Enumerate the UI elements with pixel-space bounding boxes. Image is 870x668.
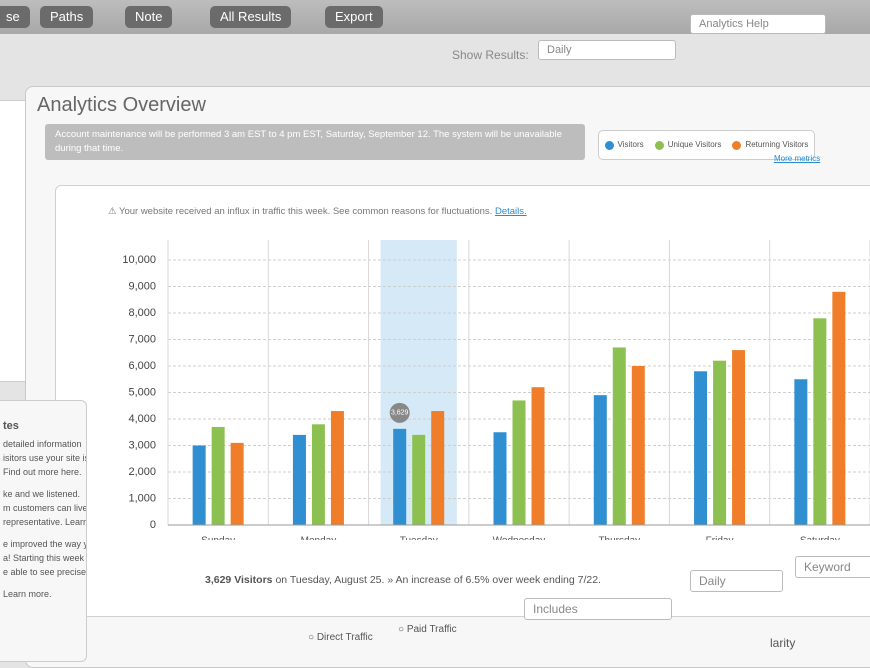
bar xyxy=(330,411,344,525)
legend-label: Visitors xyxy=(617,140,644,150)
dropdown[interactable]: Daily xyxy=(538,40,676,60)
sidebar-heading: tes xyxy=(3,420,19,432)
data-label-bubble xyxy=(389,402,410,423)
y-tick-label: 0 xyxy=(150,519,156,531)
search[interactable]: Analytics Help xyxy=(690,14,826,34)
sidebar-line: representative. Learn more. xyxy=(3,517,87,527)
bar xyxy=(211,426,225,525)
link[interactable]: Details. xyxy=(494,206,527,217)
bar xyxy=(230,442,244,525)
bar xyxy=(732,350,746,525)
bar xyxy=(431,411,445,525)
sidebar-line: ke and we listened. xyxy=(3,489,81,499)
bar xyxy=(393,428,407,525)
alert-text: Your website received an influx in traff… xyxy=(118,206,493,217)
legend-item[interactable]: Unique Visitors xyxy=(654,140,722,150)
data-label: 3,629 xyxy=(391,410,409,417)
bar xyxy=(794,379,808,525)
y-tick-label: 2,000 xyxy=(128,466,156,478)
legend: Visitors Unique Visitors Returning Visitor… xyxy=(598,130,815,160)
legend-swatch xyxy=(604,140,614,150)
link[interactable]: More metrics xyxy=(774,154,821,163)
y-tick-label: 4,000 xyxy=(128,413,156,425)
input[interactable]: Keyword xyxy=(795,556,870,578)
dropdown[interactable]: Includes xyxy=(524,598,672,620)
bar xyxy=(292,434,306,525)
y-tick-label: 8,000 xyxy=(128,307,156,319)
button[interactable]: Paths xyxy=(40,6,94,28)
legend-label: Returning Visitors xyxy=(745,140,809,150)
x-tick-label: Friday xyxy=(706,536,734,540)
footer: 3,629 Visitors on Tuesday, August 25. » … xyxy=(205,574,601,586)
legend-label: Unique Visitors xyxy=(667,140,722,150)
bar xyxy=(593,395,607,525)
bar xyxy=(612,347,626,525)
x-tick-label: Saturday xyxy=(800,536,840,540)
y-tick-label: 7,000 xyxy=(128,333,156,345)
radio[interactable]: ○ Direct Traffic xyxy=(308,632,373,643)
x-tick-label: Tuesday xyxy=(400,536,438,540)
sidebar: tes detailed information isitors use your… xyxy=(0,400,87,662)
highlight: 3,629 Visitors xyxy=(205,574,273,586)
page-title: Analytics Overview xyxy=(37,94,206,116)
chart: 0 1,000 2,000 3,000 4,000 5,000 6,000 7,000 8,00… xyxy=(122,240,870,540)
banner: Account maintenance will be performed 3 … xyxy=(45,124,585,160)
x-tick-label: Wednesday xyxy=(493,536,546,540)
legend-item[interactable]: Visitors xyxy=(604,140,644,150)
bar xyxy=(412,434,426,525)
y-tick-label: 10,000 xyxy=(122,254,156,266)
legend-item[interactable]: Returning Visitors xyxy=(732,140,809,150)
sidebar-line: e able to see precisely where your xyxy=(3,567,87,577)
bar xyxy=(713,360,727,525)
legend-swatch xyxy=(732,140,742,150)
bar xyxy=(493,432,507,525)
button[interactable]: All Results xyxy=(210,6,292,28)
sort-header[interactable]: larity xyxy=(770,636,796,650)
radio-label: Paid Traffic xyxy=(406,624,457,635)
sidebar-line: isitors use your site is xyxy=(3,453,87,463)
sidebar-line: m customers can live chat xyxy=(3,503,87,513)
bar xyxy=(531,387,545,525)
bar xyxy=(311,424,325,525)
x-tick-label: Monday xyxy=(301,536,337,540)
button[interactable]: se xyxy=(0,6,30,28)
x-tick-label: Sunday xyxy=(201,536,235,540)
radio[interactable]: ○ Paid Traffic xyxy=(398,624,457,635)
y-tick-label: 6,000 xyxy=(128,360,156,372)
button[interactable]: Export xyxy=(325,6,383,28)
bar xyxy=(512,400,526,525)
footer-text: on Tuesday, August 25. » An increase of … xyxy=(275,574,601,586)
y-tick-label: 3,000 xyxy=(128,439,156,451)
radio-label: Direct Traffic xyxy=(316,632,373,643)
bar xyxy=(694,371,708,525)
bar xyxy=(813,318,827,525)
y-tick-label: 5,000 xyxy=(128,386,156,398)
sidebar-line: a! Starting this week you'll now xyxy=(3,553,86,563)
label: Show Results: xyxy=(452,48,529,62)
dropdown[interactable]: Daily xyxy=(690,570,783,592)
sidebar-line: Find out more here. xyxy=(3,467,82,477)
y-tick-label: 1,000 xyxy=(128,492,156,504)
y-tick-label: 9,000 xyxy=(128,280,156,292)
bar xyxy=(832,291,846,525)
button[interactable]: Note xyxy=(125,6,173,28)
sidebar-line: e improved the way you view xyxy=(3,539,86,549)
sidebar-line: detailed information xyxy=(3,439,82,449)
alert: ⚠ Your website received an influx in tra… xyxy=(108,206,527,217)
bar xyxy=(192,445,206,525)
legend-swatch xyxy=(654,140,664,150)
sidebar-line: Learn more. xyxy=(3,589,52,599)
x-tick-label: Thursday xyxy=(598,536,640,540)
bar xyxy=(631,366,645,525)
